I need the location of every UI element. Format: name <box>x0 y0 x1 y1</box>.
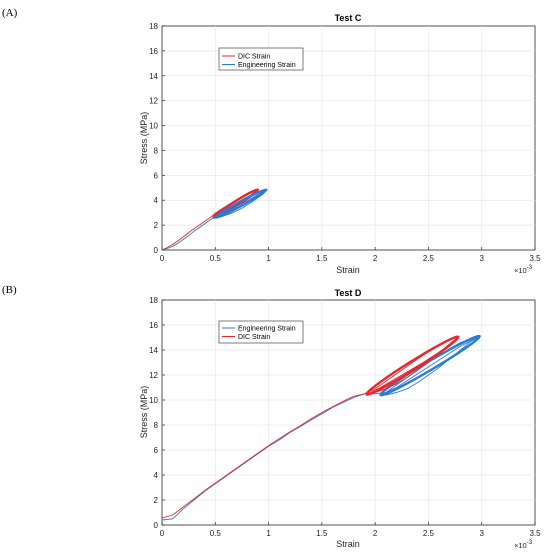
y-tick-label: 0 <box>154 246 159 255</box>
legend: DIC Strain Engineering Strain <box>218 47 304 71</box>
x-multiplier-exponent: -3 <box>527 540 533 546</box>
legend-entry-dic: DIC Strain <box>238 334 270 341</box>
panel-label-a: (A) <box>2 7 18 19</box>
x-tick-label: 0 <box>160 529 165 538</box>
hysteresis-loop-dic-strain <box>365 335 460 396</box>
legend: Engineering Strain DIC Strain <box>218 320 304 344</box>
x-tick-label: 0 <box>160 254 165 263</box>
y-tick-label: 8 <box>154 146 159 155</box>
x-tick-label: 1 <box>266 254 271 263</box>
x-axis-label: Strain <box>336 539 360 549</box>
x-multiplier-base: ×10 <box>514 541 527 550</box>
x-multiplier-base: ×10 <box>514 266 527 275</box>
y-tick-label: 10 <box>149 122 158 131</box>
x-axis-label: Strain <box>336 265 360 275</box>
x-tick-label: 3 <box>479 529 484 538</box>
y-tick-label: 18 <box>149 296 158 305</box>
series-line-engineering-strain <box>161 335 481 521</box>
series-line-dic-strain <box>161 336 459 519</box>
y-tick-label: 18 <box>149 22 158 31</box>
series-group <box>161 334 481 521</box>
x-multiplier: ×10-3 <box>514 265 533 275</box>
y-tick-label: 4 <box>154 196 159 205</box>
y-tick-label: 2 <box>154 221 159 230</box>
tick-labels: 0 0.5 1 1.5 2 2.5 3 3.5 0 2 4 6 8 10 12 14 16 18 <box>149 22 541 263</box>
y-axis-label: Stress (MPa) <box>139 386 149 439</box>
x-tick-label: 0.5 <box>210 529 222 538</box>
y-tick-label: 16 <box>149 47 158 56</box>
x-tick-label: 2 <box>373 254 378 263</box>
chart-test-c: 0 0.5 1 1.5 2 2.5 3 3.5 0 2 4 6 8 10 12 14 16 18 Test C S… <box>139 13 541 275</box>
x-tick-label: 3.5 <box>529 254 541 263</box>
y-tick-label: 6 <box>154 171 159 180</box>
x-tick-label: 1.5 <box>316 254 328 263</box>
y-tick-label: 14 <box>149 346 158 355</box>
y-tick-label: 6 <box>154 446 159 455</box>
chart-title: Test C <box>335 13 362 23</box>
panel-label-b: (B) <box>2 284 17 296</box>
x-multiplier-exponent: -3 <box>527 265 533 271</box>
y-axis-label: Stress (MPa) <box>139 112 149 165</box>
x-multiplier: ×10-3 <box>514 540 533 550</box>
legend-entry-engineering: Engineering Strain <box>238 326 296 333</box>
y-tick-label: 8 <box>154 421 159 430</box>
x-tick-label: 0.5 <box>210 254 222 263</box>
y-tick-label: 12 <box>149 97 158 106</box>
y-tick-label: 4 <box>154 471 159 480</box>
y-tick-label: 16 <box>149 321 158 330</box>
y-tick-label: 12 <box>149 371 158 380</box>
series-group <box>161 188 268 251</box>
legend-box <box>218 320 304 344</box>
legend-entry-dic: DIC Strain <box>238 54 270 61</box>
plot-area <box>161 299 536 526</box>
x-tick-label: 2.5 <box>423 529 435 538</box>
y-tick-label: 2 <box>154 496 159 505</box>
y-tick-label: 0 <box>154 521 159 530</box>
tick-labels: 0 0.5 1 1.5 2 2.5 3 3.5 0 2 4 6 8 10 12 14 16 18 <box>149 296 541 538</box>
x-tick-label: 1.5 <box>316 529 328 538</box>
x-tick-label: 2 <box>373 529 378 538</box>
y-tick-label: 10 <box>149 396 158 405</box>
legend-entry-engineering: Engineering Strain <box>238 62 296 69</box>
chart-title: Test D <box>335 288 362 298</box>
legend-box <box>218 47 304 71</box>
x-tick-label: 3.5 <box>529 529 541 538</box>
x-tick-label: 3 <box>479 254 484 263</box>
chart-test-d: 0 0.5 1 1.5 2 2.5 3 3.5 0 2 4 6 8 10 12 14 16 18 Test D S… <box>139 288 541 550</box>
y-tick-label: 14 <box>149 72 158 81</box>
x-tick-label: 1 <box>266 529 271 538</box>
hysteresis-loop-engineering-strain <box>214 188 268 219</box>
x-tick-label: 2.5 <box>423 254 435 263</box>
